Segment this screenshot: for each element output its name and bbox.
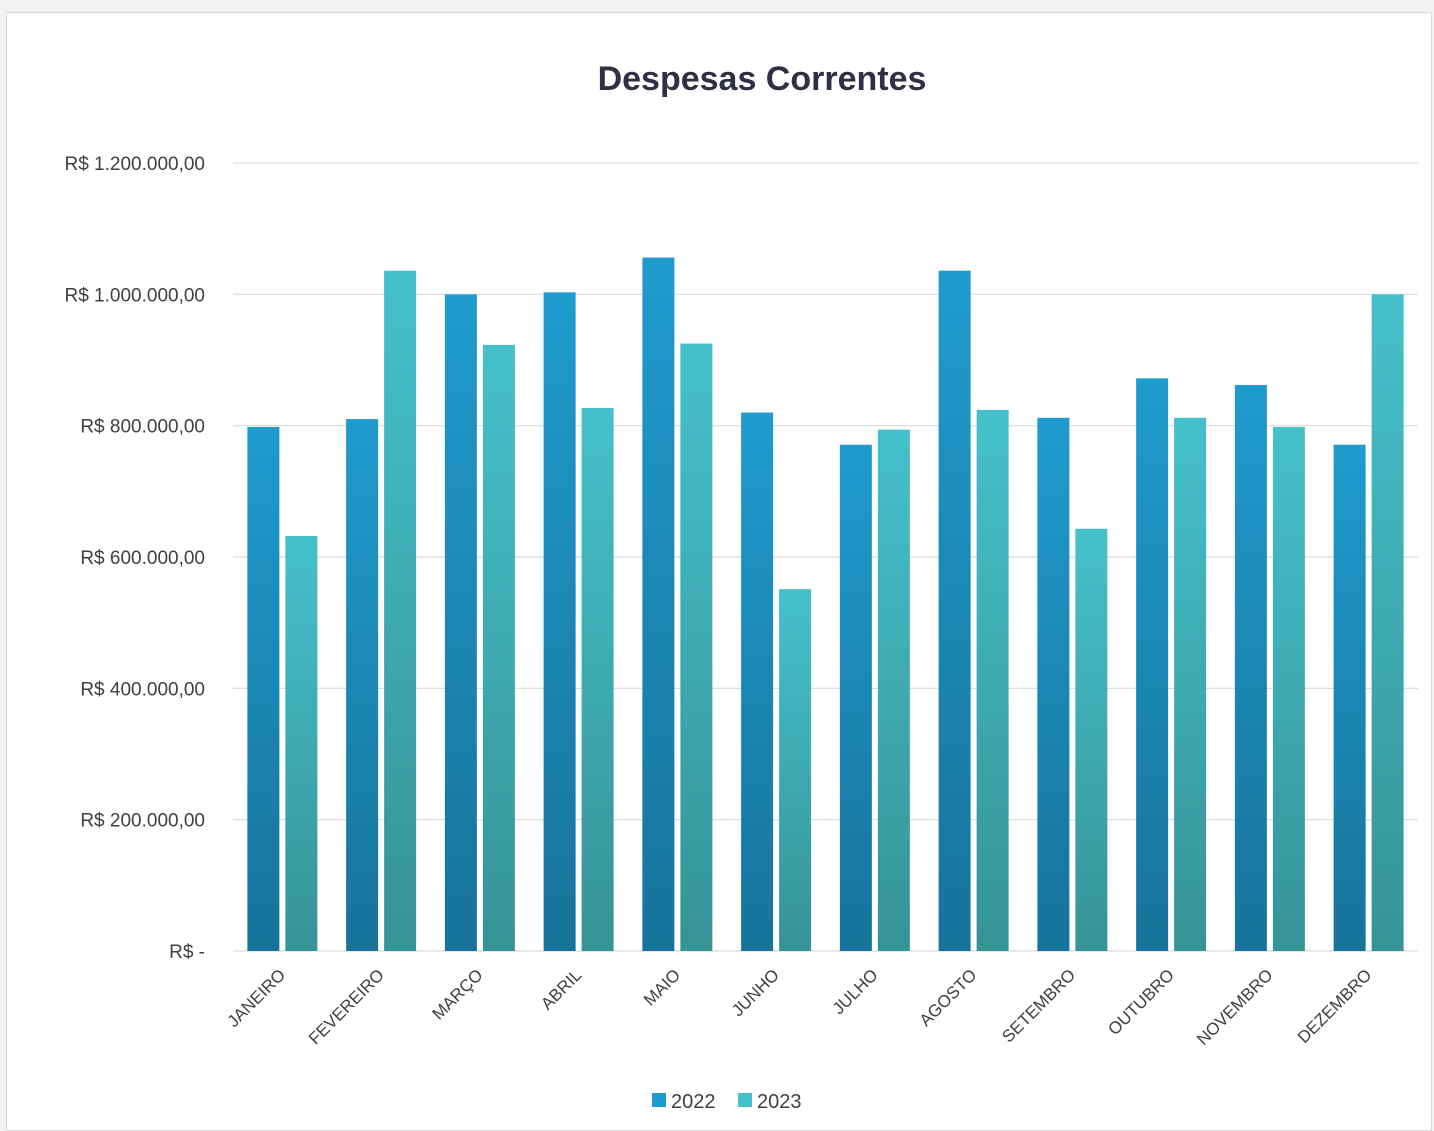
legend-label-2023: 2023: [757, 1091, 802, 1113]
bar-2022-novembro: [1234, 384, 1267, 951]
x-tick-label: MARÇO: [429, 965, 487, 1023]
bar-2022-abril: [543, 292, 576, 951]
bars: [247, 257, 1404, 952]
x-tick-label: DEZEMBRO: [1294, 965, 1376, 1047]
y-tick-label: R$ 600.000,00: [80, 548, 205, 569]
chart-title: Despesas Correntes: [598, 60, 927, 98]
x-tick-label: JULHO: [829, 965, 882, 1018]
legend-swatch-2022: [652, 1093, 666, 1107]
bar-2023-junho: [779, 589, 812, 951]
y-tick-label: R$ 1.200.000,00: [64, 154, 205, 175]
bar-2022-maio: [642, 257, 675, 951]
bar-2022-setembro: [1037, 417, 1070, 952]
y-tick-label: R$ 200.000,00: [80, 811, 205, 832]
bar-2023-março: [482, 344, 515, 951]
x-tick-label: MAIO: [640, 965, 684, 1009]
bar-2022-dezembro: [1333, 444, 1366, 951]
bar-2023-fevereiro: [384, 270, 417, 951]
bar-2023-maio: [680, 343, 713, 951]
x-tick-label: JUNHO: [728, 965, 783, 1020]
y-tick-label: R$ 800.000,00: [80, 417, 205, 438]
legend-label-2022: 2022: [671, 1091, 716, 1113]
x-axis-ticks: JANEIRO FEVEREIRO MARÇO ABRIL MAIO JUNHO JULHO…: [224, 965, 1376, 1049]
x-tick-label: OUTUBRO: [1104, 965, 1178, 1039]
y-tick-label: R$ -: [169, 942, 205, 963]
bar-2022-outubro: [1136, 378, 1169, 951]
bar-2022-março: [444, 294, 477, 951]
bar-2022-julho: [839, 444, 872, 951]
y-axis-ticks: R$ - R$ 200.000,00 R$ 400.000,00 R$ 600.000…: [64, 154, 205, 963]
legend: 2022 2023: [652, 1091, 802, 1113]
y-tick-label: R$ 1.000.000,00: [64, 285, 205, 306]
x-tick-label: JANEIRO: [224, 965, 290, 1031]
x-tick-label: SETEMBRO: [998, 965, 1079, 1046]
y-tick-label: R$ 400.000,00: [80, 679, 205, 700]
x-tick-label: FEVEREIRO: [305, 965, 388, 1048]
bar-2023-setembro: [1075, 528, 1108, 951]
bar-2022-fevereiro: [346, 419, 379, 952]
bar-2022-agosto: [938, 270, 971, 951]
legend-swatch-2023: [738, 1093, 752, 1107]
x-tick-label: ABRIL: [537, 965, 585, 1013]
bar-2023-abril: [581, 407, 614, 952]
bar-2023-dezembro: [1371, 294, 1404, 951]
x-tick-label: AGOSTO: [916, 965, 981, 1030]
bar-2023-janeiro: [285, 535, 318, 951]
grid-layer: [233, 162, 1418, 952]
bar-2023-outubro: [1174, 417, 1207, 952]
bar-2022-junho: [741, 412, 774, 951]
bar-2022-janeiro: [247, 426, 280, 952]
bar-2023-agosto: [976, 409, 1009, 951]
x-tick-label: NOVEMBRO: [1193, 965, 1277, 1049]
bar-2023-novembro: [1272, 426, 1305, 952]
bar-2023-julho: [877, 429, 910, 951]
